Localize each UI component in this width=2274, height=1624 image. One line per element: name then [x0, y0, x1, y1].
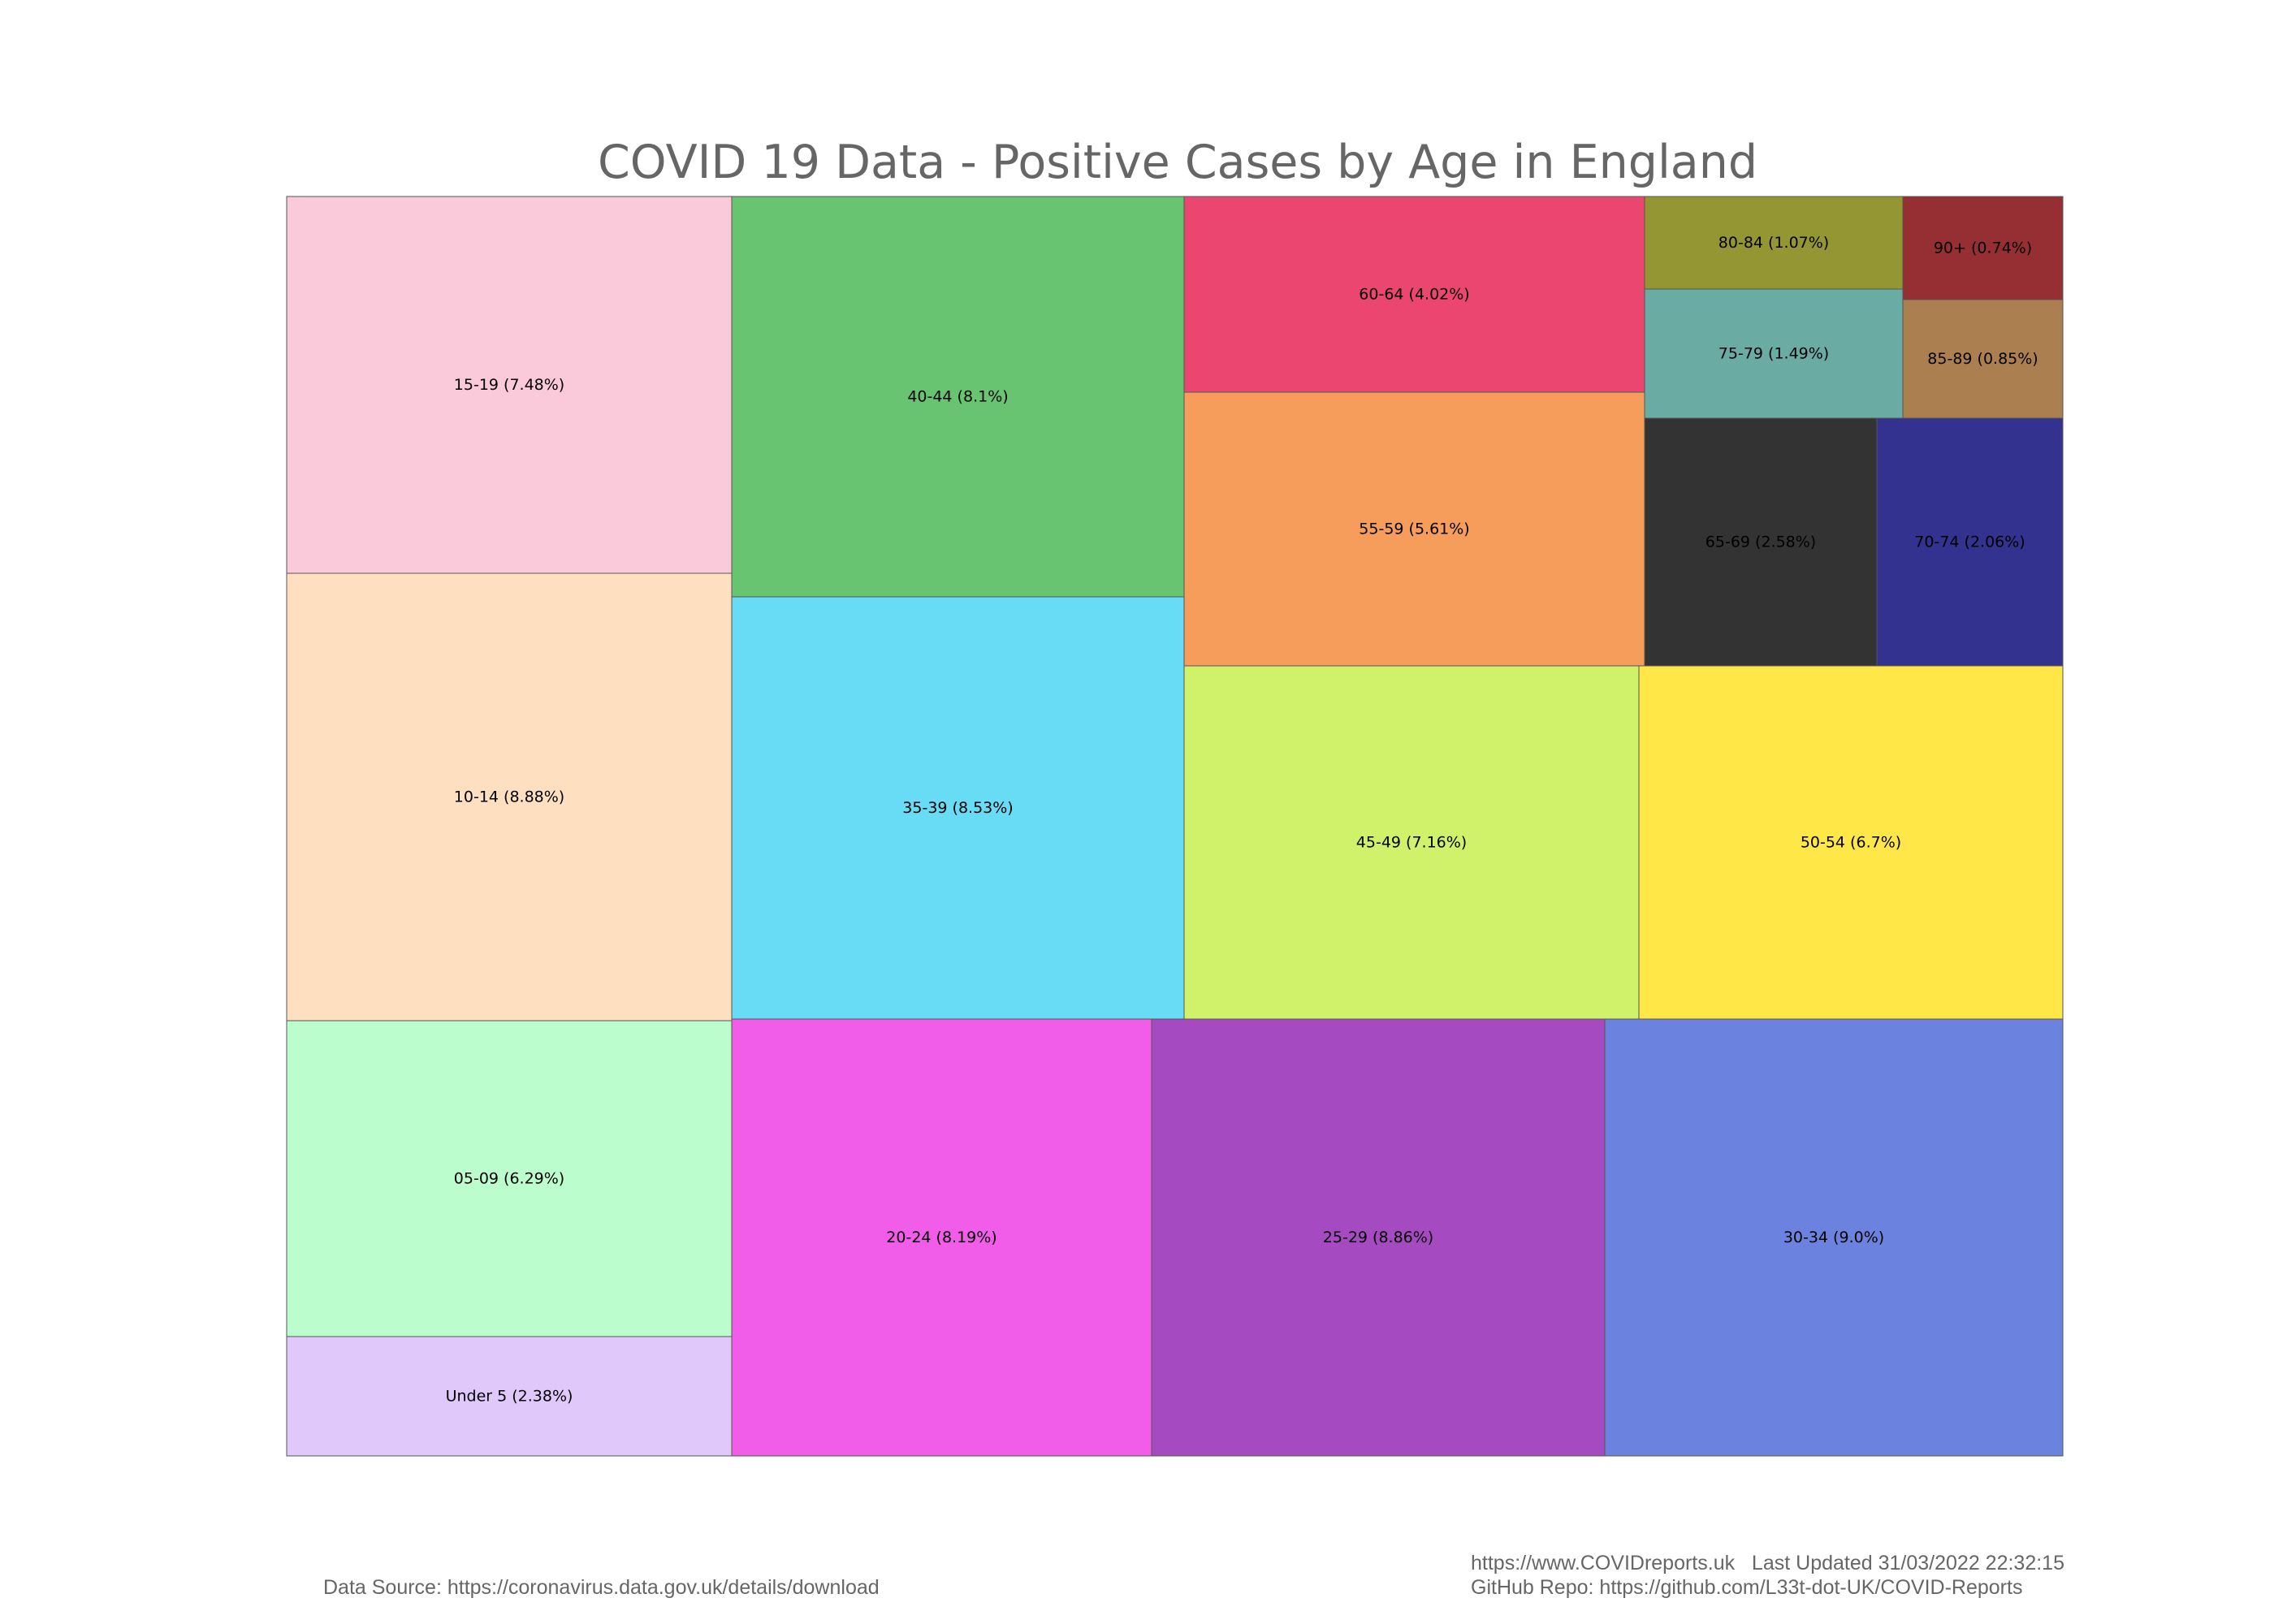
tile-label-40-44: 40-44 (8.1%) [907, 388, 1008, 406]
tile-label-35-39: 35-39 (8.53%) [902, 799, 1013, 817]
github-repo-text: GitHub Repo: https://github.com/L33t-dot… [1471, 1576, 2023, 1599]
tile-label-60-64: 60-64 (4.02%) [1359, 286, 1469, 304]
tile-85-89 [1902, 299, 2064, 419]
tile-50-54 [1638, 665, 2064, 1020]
tile-label-75-79: 75-79 (1.49%) [1718, 345, 1829, 363]
tile-under-5 [286, 1336, 733, 1457]
tile-label-30-34: 30-34 (9.0%) [1783, 1229, 1884, 1246]
tile-label-20-24: 20-24 (8.19%) [886, 1229, 996, 1246]
tile-55-59 [1183, 391, 1645, 667]
tile-label-50-54: 50-54 (6.7%) [1801, 834, 1901, 852]
tile-65-69 [1644, 417, 1878, 667]
website-updated-text: https://www.COVIDreports.uk Last Updated… [1471, 1552, 2064, 1574]
tile-30-34 [1604, 1018, 2064, 1457]
tile-label-70-74: 70-74 (2.06%) [1914, 533, 2025, 551]
tile-label-65-69: 65-69 (2.58%) [1706, 533, 1816, 551]
tile-45-49 [1183, 665, 1640, 1020]
tile-10-14 [286, 572, 733, 1021]
tile-35-39 [731, 596, 1185, 1020]
tile-90 [1902, 196, 2064, 300]
tile-25-29 [1151, 1018, 1606, 1457]
tile-label-80-84: 80-84 (1.07%) [1718, 234, 1829, 252]
tile-label-25-29: 25-29 (8.86%) [1323, 1229, 1433, 1246]
tile-label-under-5: Under 5 (2.38%) [446, 1388, 573, 1406]
tile-label-90: 90+ (0.74%) [1934, 240, 2032, 257]
tile-15-19 [286, 196, 733, 574]
chart-title: COVID 19 Data - Positive Cases by Age in… [597, 136, 1758, 189]
tile-label-10-14: 10-14 (8.88%) [454, 788, 564, 806]
tile-70-74 [1876, 417, 2064, 667]
tile-label-15-19: 15-19 (7.48%) [454, 376, 564, 394]
tile-40-44 [731, 196, 1185, 598]
tile-label-45-49: 45-49 (7.16%) [1356, 834, 1467, 852]
tile-label-55-59: 55-59 (5.61%) [1359, 520, 1469, 538]
tile-label-05-09: 05-09 (6.29%) [454, 1170, 564, 1188]
tile-60-64 [1183, 196, 1645, 393]
tile-80-84 [1644, 196, 1904, 290]
tile-label-85-89: 85-89 (0.85%) [1927, 350, 2038, 368]
tile-20-24 [731, 1018, 1152, 1457]
data-source-text: Data Source: https://coronavirus.data.go… [323, 1576, 880, 1599]
tile-75-79 [1644, 288, 1904, 419]
